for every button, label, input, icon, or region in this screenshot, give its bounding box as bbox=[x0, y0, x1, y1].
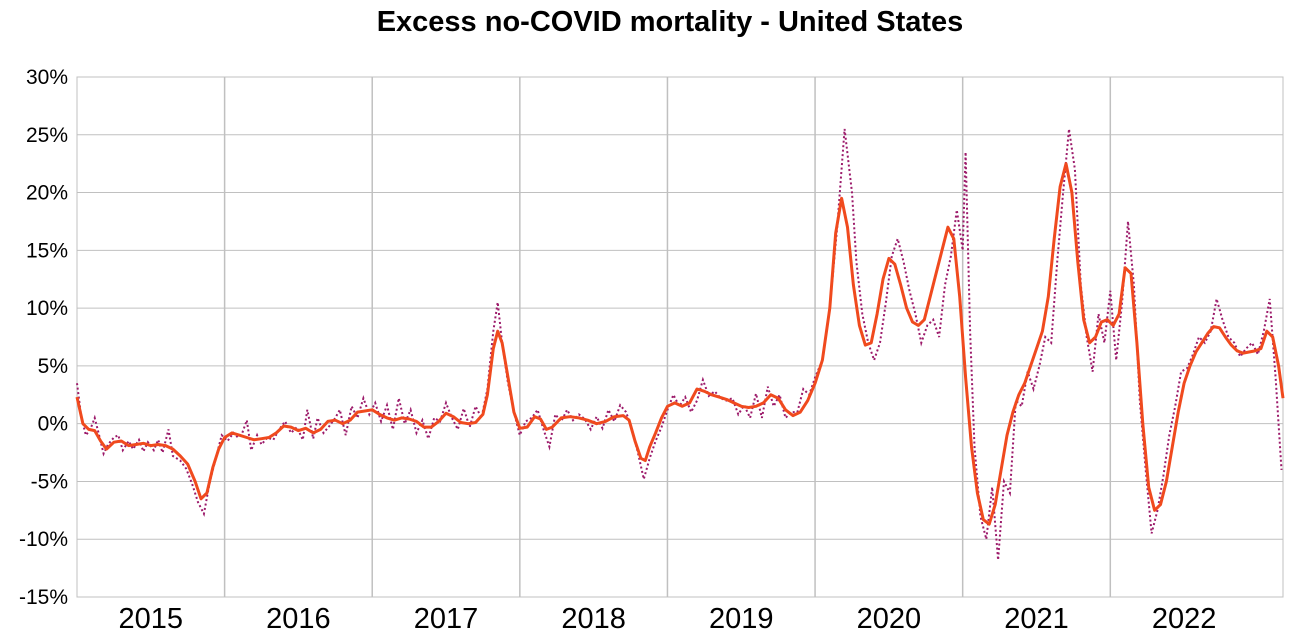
y-tick-label: -5% bbox=[31, 470, 68, 493]
plot-frame bbox=[76, 76, 1284, 598]
x-tick-label: 2021 bbox=[1004, 603, 1069, 635]
y-tick-label: 20% bbox=[26, 182, 68, 205]
x-tick-label: 2020 bbox=[857, 603, 922, 635]
y-tick-label: 15% bbox=[26, 239, 68, 262]
y-tick-label: 25% bbox=[26, 124, 68, 147]
x-tick-label: 2017 bbox=[414, 603, 479, 635]
x-tick-label: 2019 bbox=[709, 603, 774, 635]
x-tick-label: 2022 bbox=[1152, 603, 1217, 635]
y-tick-label: -15% bbox=[19, 586, 68, 609]
series-weekly-line bbox=[76, 128, 1283, 561]
chart-title: Excess no-COVID mortality - United State… bbox=[376, 6, 964, 38]
y-tick-label: -10% bbox=[19, 528, 68, 551]
y-tick-label: 30% bbox=[26, 66, 68, 89]
y-tick-label: 0% bbox=[38, 413, 68, 436]
x-tick-label: 2016 bbox=[266, 603, 331, 635]
x-tick-label: 2018 bbox=[561, 603, 626, 635]
y-axis-ticks: 30% 25% 20% 15% 10% 5% 0% -5% -10% -15% bbox=[19, 66, 68, 609]
y-tick-label: 5% bbox=[38, 355, 68, 378]
grid bbox=[76, 76, 1284, 598]
y-tick-label: 10% bbox=[26, 297, 68, 320]
x-axis-ticks: 2015 2016 2017 2018 2019 2020 2021 2022 bbox=[119, 603, 1217, 635]
x-tick-label: 2015 bbox=[119, 603, 184, 635]
series-layer bbox=[75, 128, 1285, 561]
series-smoothed-line bbox=[75, 162, 1285, 526]
